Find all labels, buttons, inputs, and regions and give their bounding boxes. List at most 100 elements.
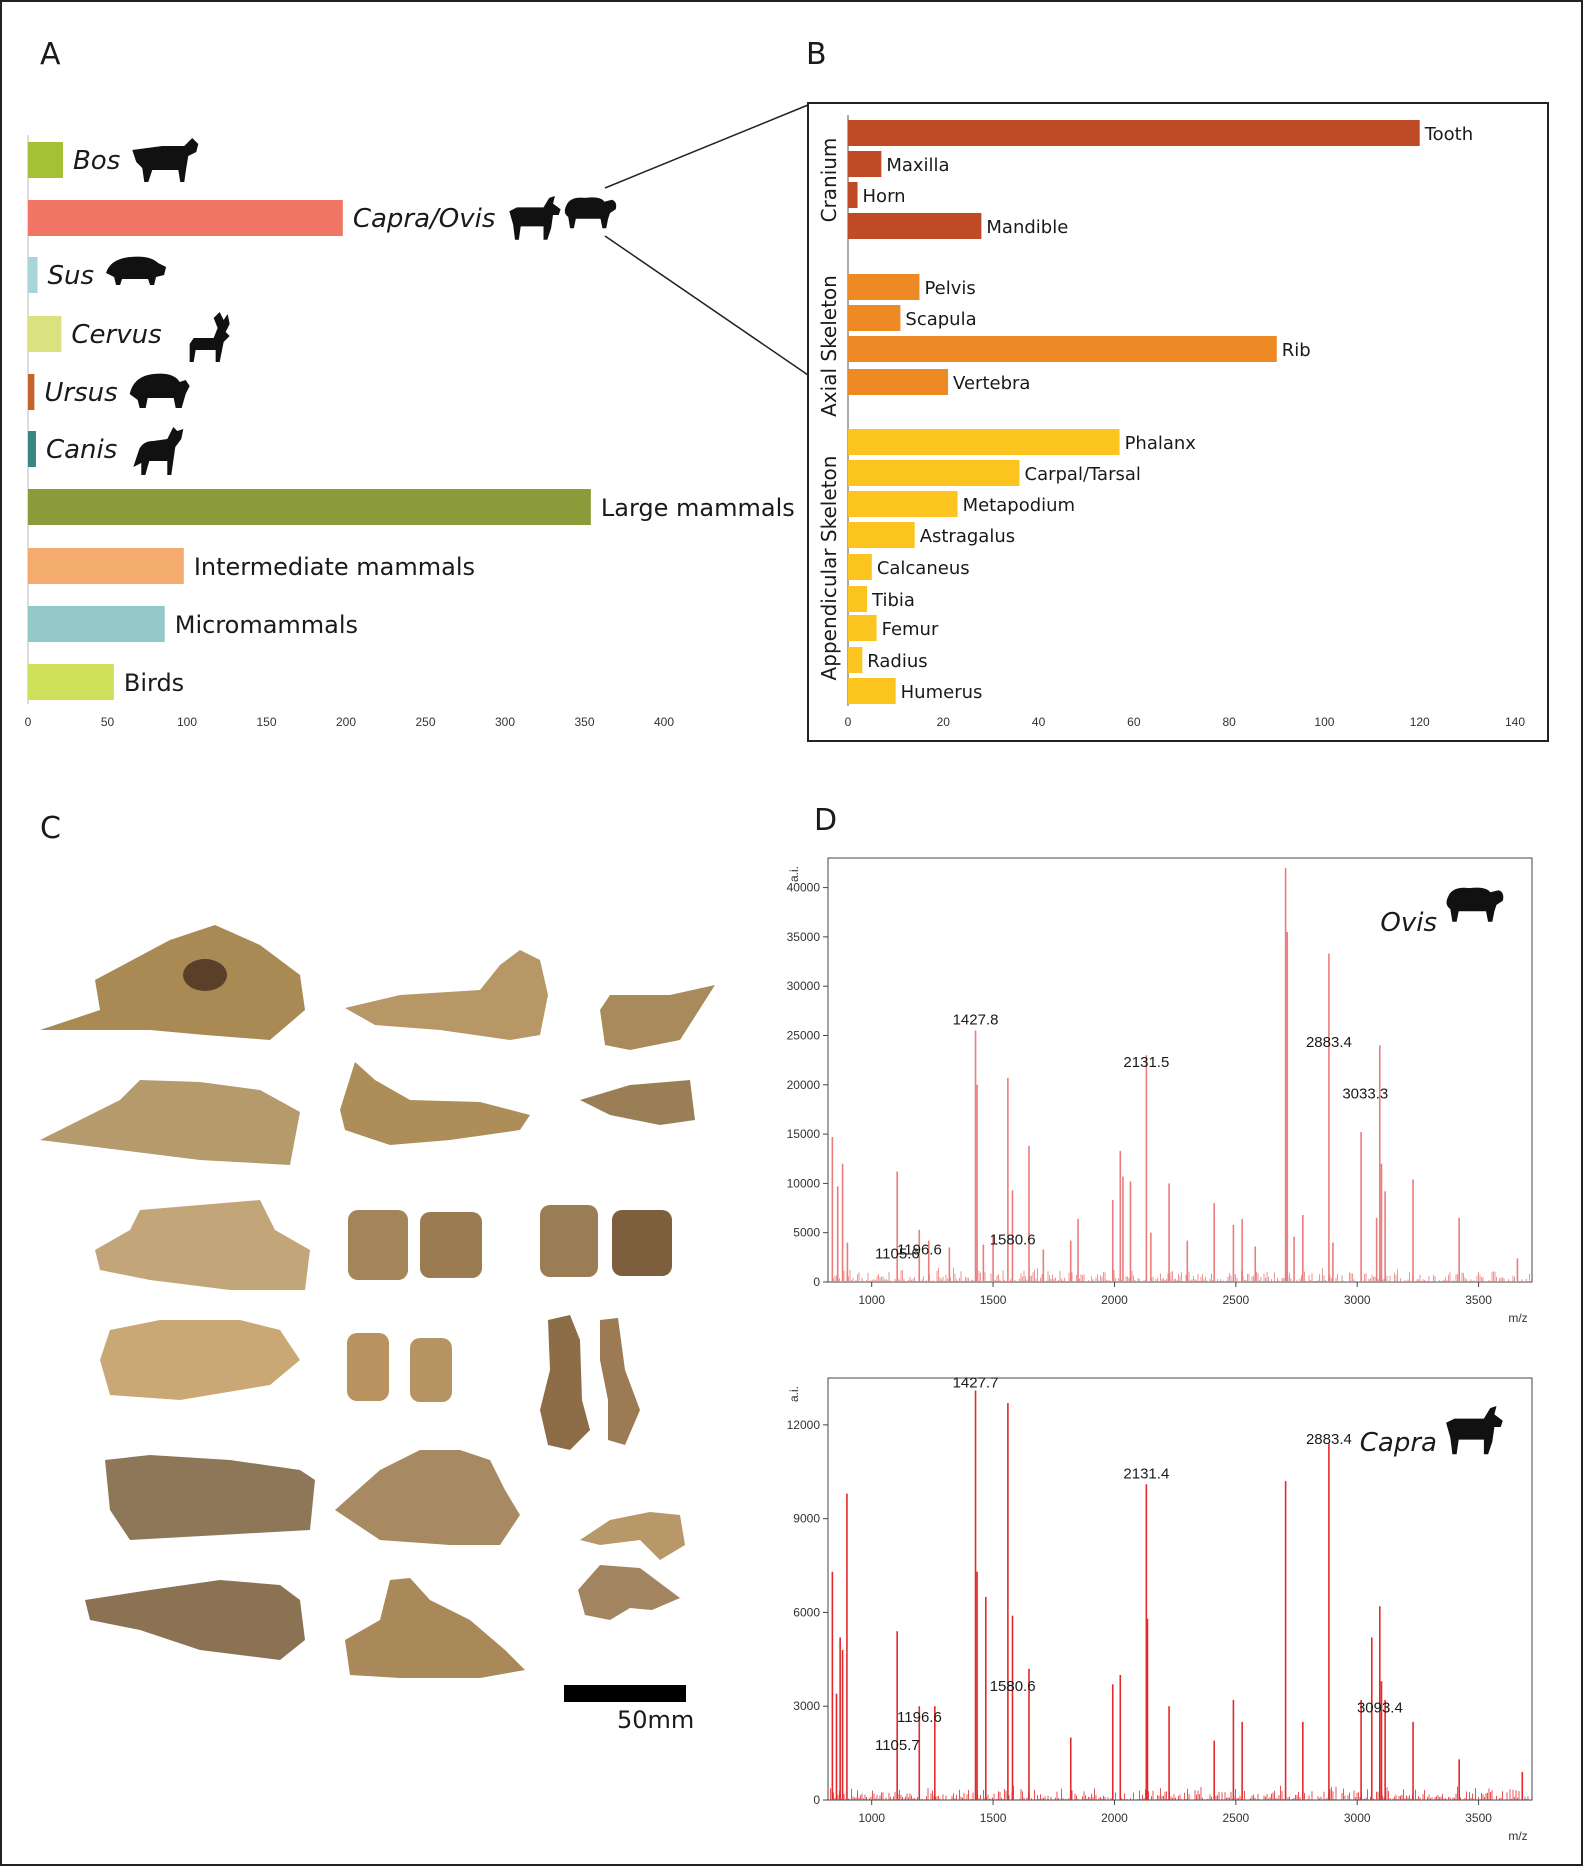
bar-carpal-tarsal bbox=[848, 460, 1020, 486]
tick-label-a-50: 50 bbox=[101, 715, 115, 729]
goat-icon bbox=[509, 196, 561, 240]
bar-mandible bbox=[848, 213, 982, 239]
bar-canis bbox=[28, 431, 36, 467]
group-label-appendicular-skeleton: Appendicular Skeleton bbox=[817, 456, 841, 681]
bar-vertebra bbox=[848, 369, 949, 395]
bar-label-horn: Horn bbox=[863, 186, 906, 207]
peak-label-ovis-spectrum-2883-4: 2883.4 bbox=[1306, 1034, 1352, 1051]
bone-photo-astragalus-1 bbox=[347, 1333, 389, 1401]
bar-metapodium bbox=[848, 491, 958, 517]
bone-photographs bbox=[40, 925, 715, 1678]
ytick-label-ovis-spectrum-25000: 25000 bbox=[787, 1028, 821, 1042]
bar-femur bbox=[848, 615, 877, 641]
bone-photo-horn-2 bbox=[578, 1565, 680, 1620]
tick-label-b-80: 80 bbox=[1222, 715, 1236, 729]
bone-photo-phalanx-2 bbox=[600, 1318, 640, 1445]
ytick-label-ovis-spectrum-40000: 40000 bbox=[787, 881, 821, 895]
tick-label-a-150: 150 bbox=[256, 715, 276, 729]
peak-label-ovis-spectrum-2131-5: 2131.5 bbox=[1123, 1054, 1169, 1071]
bone-photo-tooth-4 bbox=[612, 1210, 672, 1276]
xtick-label-ovis-spectrum-3000: 3000 bbox=[1344, 1293, 1371, 1307]
bone-photo-phalanx-1 bbox=[540, 1315, 590, 1450]
tick-label-b-20: 20 bbox=[937, 715, 951, 729]
bar-label-cervus: Cervus bbox=[71, 320, 161, 350]
ylabel-ovis-spectrum: a.i. bbox=[787, 866, 801, 882]
bone-photo-mandible-small-1 bbox=[600, 985, 715, 1050]
connector-line-bottom bbox=[604, 235, 809, 376]
tick-label-b-120: 120 bbox=[1410, 715, 1430, 729]
bar-label-scapula: Scapula bbox=[905, 309, 976, 330]
ytick-label-ovis-spectrum-5000: 5000 bbox=[793, 1226, 820, 1240]
bar-label-calcaneus: Calcaneus bbox=[877, 558, 970, 579]
panel-d-letter: D bbox=[814, 803, 837, 838]
sheep-icon bbox=[1446, 887, 1504, 922]
tick-label-a-200: 200 bbox=[336, 715, 356, 729]
bone-photo-jaw-teeth-1 bbox=[95, 1200, 310, 1290]
bar-label-intermediate-mammals: Intermediate mammals bbox=[194, 553, 475, 581]
xtick-label-ovis-spectrum-3500: 3500 bbox=[1465, 1293, 1492, 1307]
ytick-label-capra-spectrum-12000: 12000 bbox=[787, 1418, 821, 1432]
bar-tibia bbox=[848, 586, 868, 612]
bone-photo-tooth-2 bbox=[420, 1212, 482, 1278]
bar-label-ursus: Ursus bbox=[44, 378, 117, 408]
bar-label-tibia: Tibia bbox=[871, 590, 915, 611]
ylabel-capra-spectrum: a.i. bbox=[787, 1386, 801, 1402]
group-label-axial-skeleton: Axial Skeleton bbox=[817, 275, 841, 417]
bone-photo-maxilla bbox=[40, 1080, 300, 1165]
bar-label-phalanx: Phalanx bbox=[1125, 433, 1197, 454]
peak-label-capra-spectrum-1105-7: 1105.7 bbox=[875, 1737, 920, 1754]
xtick-label-capra-spectrum-2000: 2000 bbox=[1101, 1811, 1128, 1825]
bar-cervus bbox=[28, 316, 62, 352]
bar-label-carpal-tarsal: Carpal/Tarsal bbox=[1025, 464, 1141, 485]
bar-label-bos: Bos bbox=[73, 146, 120, 176]
bar-label-pelvis: Pelvis bbox=[924, 278, 975, 299]
goat-icon bbox=[1446, 1406, 1503, 1455]
ytick-label-ovis-spectrum-30000: 30000 bbox=[787, 979, 821, 993]
bar-sus bbox=[28, 257, 38, 293]
bar-label-metapodium: Metapodium bbox=[963, 495, 1076, 516]
peak-label-capra-spectrum-2883-4: 2883.4 bbox=[1306, 1431, 1352, 1448]
peak-label-capra-spectrum-2131-4: 2131.4 bbox=[1123, 1465, 1169, 1482]
spectrum-noise-ovis-spectrum bbox=[830, 1267, 1530, 1282]
bar-bos bbox=[28, 142, 63, 178]
ytick-label-ovis-spectrum-15000: 15000 bbox=[787, 1127, 821, 1141]
bone-photo-jaw-teeth-2 bbox=[100, 1320, 300, 1400]
bar-capra-ovis bbox=[28, 200, 343, 236]
peak-label-ovis-spectrum-1580-6: 1580.6 bbox=[990, 1231, 1036, 1248]
bar-label-maxilla: Maxilla bbox=[886, 155, 949, 176]
tick-label-a-250: 250 bbox=[415, 715, 435, 729]
bar-label-micromammals: Micromammals bbox=[175, 611, 358, 639]
bar-label-femur: Femur bbox=[882, 619, 939, 640]
bone-photo-tooth-1 bbox=[348, 1210, 408, 1280]
xlabel-ovis-spectrum: m/z bbox=[1508, 1311, 1527, 1325]
wolf-icon bbox=[133, 427, 184, 475]
boar-icon bbox=[106, 256, 167, 285]
capra-spectrum-chart: 0 3000 6000 9000 12000 1000 1500 2000 2500 3000 35… bbox=[787, 1375, 1533, 1843]
ytick-label-capra-spectrum-9000: 9000 bbox=[793, 1512, 820, 1526]
ytick-label-capra-spectrum-0: 0 bbox=[813, 1793, 820, 1807]
bar-scapula bbox=[848, 305, 901, 331]
bar-label-vertebra: Vertebra bbox=[953, 373, 1030, 394]
xtick-label-ovis-spectrum-2000: 2000 bbox=[1101, 1293, 1128, 1307]
sheep-icon bbox=[564, 197, 617, 229]
bar-label-capra-ovis: Capra/Ovis bbox=[353, 204, 496, 234]
ytick-label-ovis-spectrum-35000: 35000 bbox=[787, 930, 821, 944]
bar-label-radius: Radius bbox=[867, 651, 927, 672]
bone-photo-mandible-4 bbox=[85, 1580, 305, 1660]
deer-icon bbox=[189, 312, 230, 362]
bone-photo-skull bbox=[40, 925, 305, 1040]
bar-rib bbox=[848, 336, 1277, 362]
bar-astragalus bbox=[848, 522, 915, 548]
ovis-spectrum-chart: 0 5000 10000 15000 20000 25000 30000 35000 40000… bbox=[787, 857, 1533, 1325]
bar-tooth bbox=[848, 120, 1420, 146]
bone-photo-astragalus-2 bbox=[410, 1338, 452, 1402]
bone-photo-tooth-3 bbox=[540, 1205, 598, 1277]
ytick-label-ovis-spectrum-10000: 10000 bbox=[787, 1176, 821, 1190]
taxon-label-capra-spectrum: Capra bbox=[1360, 1428, 1437, 1458]
elements-bar-chart: Tooth Maxilla Horn Mandible Cranium Pelvis Sca… bbox=[817, 115, 1525, 729]
xtick-label-capra-spectrum-3500: 3500 bbox=[1465, 1811, 1492, 1825]
tick-label-b-40: 40 bbox=[1032, 715, 1046, 729]
bone-photo-mandible-2 bbox=[340, 1062, 530, 1145]
tick-label-a-400: 400 bbox=[654, 715, 674, 729]
